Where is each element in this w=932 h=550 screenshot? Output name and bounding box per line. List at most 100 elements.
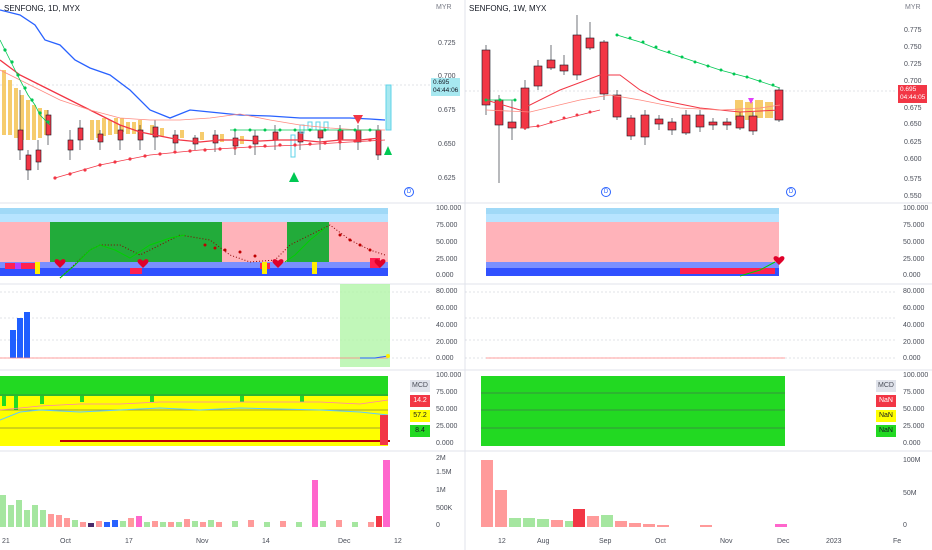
right-vol2-tick: 60.000 xyxy=(903,305,925,312)
left-osc3-tick: 0.000 xyxy=(436,440,454,447)
left-vol2-tick: 80.000 xyxy=(436,288,458,295)
right-price-tick: 0.675 xyxy=(904,105,922,112)
left-vol2-tick: 60.000 xyxy=(436,305,458,312)
left-oscillator-panel xyxy=(0,208,388,279)
right-osc3-tick: 50.000 xyxy=(903,406,925,413)
right-price-tick: 0.575 xyxy=(904,176,922,183)
right-volume-tick: 0 xyxy=(903,522,907,529)
right-legend-v1: NaN xyxy=(876,395,896,407)
left-x-label: Dec xyxy=(338,538,351,545)
right-price-tick: 0.650 xyxy=(904,121,922,128)
left-osc-tick: 100.000 xyxy=(436,205,462,212)
d-marker-icon[interactable]: D xyxy=(786,187,796,197)
right-legend-v2: NaN xyxy=(876,410,896,422)
right-x-label: Sep xyxy=(599,538,612,545)
right-oscillator-panel xyxy=(486,208,785,277)
left-volume-tick: 500K xyxy=(436,505,453,512)
right-volume-tick: 100M xyxy=(903,457,921,464)
left-legend-v1: 14.2 xyxy=(410,395,430,407)
left-price-tick: 0.675 xyxy=(438,107,456,114)
left-countdown: 04:44:06 xyxy=(433,87,459,94)
right-vol2-panel xyxy=(465,291,895,359)
right-osc-tick: 25.000 xyxy=(903,256,925,263)
right-price-tick: 0.550 xyxy=(904,193,922,200)
left-price-tick: 0.625 xyxy=(438,175,456,182)
right-last-price: 0.695 xyxy=(900,86,917,93)
heart-icon xyxy=(54,259,386,268)
left-osc-tick: 75.000 xyxy=(436,222,458,229)
right-x-label: Fe xyxy=(893,538,902,545)
right-legend-v3: NaN xyxy=(876,425,896,437)
right-x-label: 2023 xyxy=(826,538,842,545)
left-vol2-tick: 40.000 xyxy=(436,322,458,329)
arrow-down-icon xyxy=(353,115,363,124)
left-price-tick: 0.700 xyxy=(438,73,456,80)
left-osc-tick: 0.000 xyxy=(436,272,454,279)
right-x-label: 12 xyxy=(498,538,506,545)
right-price-tick: 0.625 xyxy=(904,139,922,146)
left-osc3-tick: 75.000 xyxy=(436,389,458,396)
left-osc3-tick: 25.000 xyxy=(436,423,458,430)
d-marker-icon[interactable]: D xyxy=(601,187,611,197)
left-legend-v3: 8.4 xyxy=(410,425,430,437)
right-vol2-tick: 20.000 xyxy=(903,339,925,346)
left-osc-tick: 25.000 xyxy=(436,256,458,263)
right-osc3-tick: 100.000 xyxy=(903,372,929,379)
left-legend-head: MCD xyxy=(410,380,430,392)
arrow-up-icon xyxy=(289,172,299,182)
right-osc3-tick: 0.000 xyxy=(903,440,921,447)
left-x-label: 12 xyxy=(394,538,402,545)
right-volume-tick: 50M xyxy=(903,490,917,497)
left-volume-tick: 2M xyxy=(436,455,446,462)
left-x-label: 17 xyxy=(125,538,133,545)
left-osc3-tick: 100.000 xyxy=(436,372,462,379)
right-osc-tick: 100.000 xyxy=(903,205,929,212)
left-last-price: 0.695 xyxy=(433,79,450,86)
right-price-tick: 0.775 xyxy=(904,27,922,34)
left-price-tick: 0.725 xyxy=(438,40,456,47)
right-osc3-tick: 75.000 xyxy=(903,389,925,396)
left-vol2-tick: 20.000 xyxy=(436,339,458,346)
right-osc3-panel xyxy=(481,376,785,446)
left-price-panel xyxy=(0,9,430,182)
left-price-tick: 0.650 xyxy=(438,141,456,148)
left-legend-v2: 57.2 xyxy=(410,410,430,422)
right-x-label: Nov xyxy=(720,538,733,545)
right-osc3-tick: 25.000 xyxy=(903,423,925,430)
right-countdown: 04:44:05 xyxy=(900,94,926,101)
left-osc-tick: 50.000 xyxy=(436,239,458,246)
right-vol2-tick: 0.000 xyxy=(903,355,921,362)
left-chart-title: SENFONG, 1D, MYX xyxy=(4,4,81,13)
left-x-label: Oct xyxy=(60,538,71,545)
right-osc-tick: 50.000 xyxy=(903,239,925,246)
left-unit-label: MYR xyxy=(436,4,452,11)
arrow-up-icon xyxy=(384,146,392,155)
left-vol2-tick: 0.000 xyxy=(436,355,454,362)
left-last-price-tag: 0.695 04:44:06 xyxy=(431,78,461,96)
left-vol2-panel xyxy=(0,284,430,367)
arrow-down-icon xyxy=(748,98,754,104)
right-legend-head: MCD xyxy=(876,380,896,392)
right-chart-title: SENFONG, 1W, MYX xyxy=(469,4,547,13)
right-price-tick: 0.725 xyxy=(904,61,922,68)
left-x-label: 14 xyxy=(262,538,270,545)
left-volume-panel xyxy=(0,460,390,527)
right-price-tick: 0.750 xyxy=(904,44,922,51)
right-unit-label: MYR xyxy=(905,4,921,11)
right-volume-panel xyxy=(481,460,787,527)
right-x-label: Dec xyxy=(777,538,790,545)
right-price-panel xyxy=(465,15,895,183)
right-price-tick: 0.700 xyxy=(904,78,922,85)
left-osc3-panel xyxy=(0,376,390,446)
right-vol2-tick: 40.000 xyxy=(903,322,925,329)
d-marker-icon[interactable]: D xyxy=(404,187,414,197)
heart-icon xyxy=(773,256,785,265)
right-vol2-tick: 80.000 xyxy=(903,288,925,295)
right-price-tick: 0.600 xyxy=(904,156,922,163)
left-volume-tick: 1M xyxy=(436,487,446,494)
left-x-label: 21 xyxy=(2,538,10,545)
right-x-label: Aug xyxy=(537,538,550,545)
right-osc-tick: 0.000 xyxy=(903,272,921,279)
right-x-label: Oct xyxy=(655,538,666,545)
